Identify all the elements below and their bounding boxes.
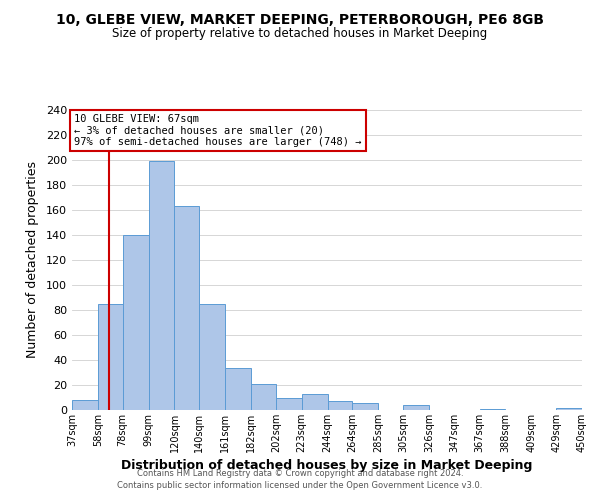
Text: Contains HM Land Registry data © Crown copyright and database right 2024.: Contains HM Land Registry data © Crown c…	[137, 468, 463, 477]
Text: 10, GLEBE VIEW, MARKET DEEPING, PETERBOROUGH, PE6 8GB: 10, GLEBE VIEW, MARKET DEEPING, PETERBOR…	[56, 12, 544, 26]
Bar	[149, 161, 175, 410]
Y-axis label: Number of detached properties: Number of detached properties	[26, 162, 39, 358]
Bar	[251, 384, 276, 410]
Bar	[98, 304, 122, 410]
Bar	[328, 401, 352, 410]
Bar	[479, 409, 505, 410]
Text: 10 GLEBE VIEW: 67sqm
← 3% of detached houses are smaller (20)
97% of semi-detach: 10 GLEBE VIEW: 67sqm ← 3% of detached ho…	[74, 114, 362, 147]
Bar	[175, 206, 199, 410]
Bar	[199, 304, 225, 410]
Text: Size of property relative to detached houses in Market Deeping: Size of property relative to detached ho…	[112, 28, 488, 40]
Bar	[122, 235, 149, 410]
Bar	[403, 405, 429, 410]
Bar	[352, 402, 378, 410]
Bar	[556, 408, 582, 410]
Text: Contains public sector information licensed under the Open Government Licence v3: Contains public sector information licen…	[118, 481, 482, 490]
Bar	[225, 368, 251, 410]
X-axis label: Distribution of detached houses by size in Market Deeping: Distribution of detached houses by size …	[121, 459, 533, 472]
Bar	[302, 394, 328, 410]
Bar	[276, 398, 302, 410]
Bar	[72, 400, 98, 410]
